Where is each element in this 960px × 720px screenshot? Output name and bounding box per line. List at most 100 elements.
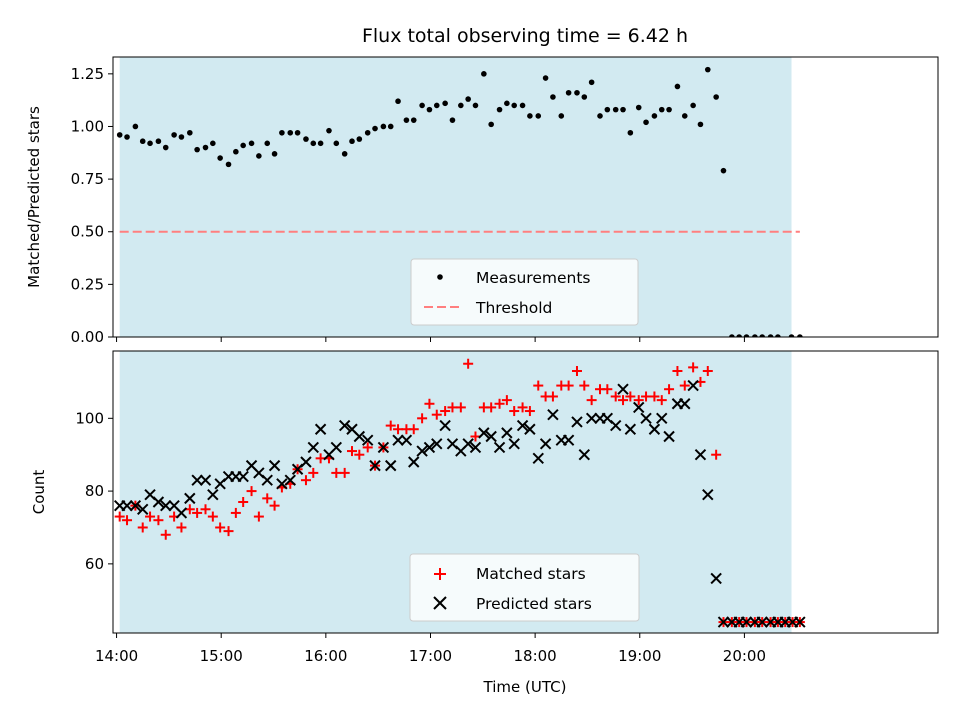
ratio-y-label: Matched/Predicted stars <box>25 106 43 288</box>
predicted-star-point <box>400 434 413 446</box>
matched-star-point <box>672 366 683 377</box>
matched-star-point <box>463 358 474 369</box>
count-x-tick-label: 14:00 <box>95 647 138 665</box>
matched-star-point <box>649 391 660 402</box>
count-legend-box <box>409 553 640 622</box>
count-x-tick-label: 17:00 <box>409 647 452 665</box>
predicted-star-point <box>268 459 281 472</box>
count-x-tick-label: 19:00 <box>618 647 661 665</box>
predicted-star-point <box>710 572 722 585</box>
measurement-point <box>729 334 735 337</box>
predicted-star-point <box>369 459 381 472</box>
predicted-star-point <box>624 423 637 435</box>
predicted-star-point <box>508 438 520 450</box>
predicted-star-point <box>516 419 529 432</box>
matched-star-point <box>579 380 590 391</box>
predicted-star-point <box>578 448 591 461</box>
measurement-point <box>248 140 255 147</box>
measurement-point <box>658 106 665 113</box>
predicted-star-point <box>609 419 622 432</box>
predicted-star-point <box>377 441 390 454</box>
measurement-point <box>797 334 803 337</box>
predicted-star-point <box>431 438 443 450</box>
measurement-point <box>643 119 649 126</box>
predicted-star-point <box>656 412 668 425</box>
predicted-star-point <box>207 489 219 501</box>
matched-star-point <box>688 362 699 373</box>
matched-star-point <box>486 402 497 413</box>
count-y-ticks: 60 80 100 <box>75 409 113 573</box>
measurement-point <box>124 134 130 140</box>
predicted-star-point <box>794 616 806 628</box>
measurement-point <box>162 144 169 151</box>
measurement-point <box>256 153 262 159</box>
predicted-star-point <box>152 496 165 508</box>
predicted-star-point <box>663 430 675 443</box>
measurement-point <box>264 140 271 147</box>
count-x-tick-label: 18:00 <box>514 647 557 665</box>
predicted-star-point <box>284 474 296 486</box>
matched-star-point <box>440 406 451 417</box>
measurement-point <box>620 106 626 113</box>
legend-label-measurements: Measurements <box>476 269 591 287</box>
measurement-point <box>294 129 301 136</box>
count-x-tick-label: 15:00 <box>200 647 243 665</box>
matched-star-point <box>408 424 419 435</box>
matched-star-point <box>618 395 629 406</box>
predicted-star-point <box>679 398 691 410</box>
matched-star-point <box>602 384 613 395</box>
count-y-tick-label: 60 <box>85 555 104 573</box>
matched-star-point <box>494 398 505 409</box>
matched-star-point <box>262 493 273 504</box>
predicted-star-point <box>640 412 652 425</box>
matched-star-point <box>114 511 125 522</box>
measurement-point <box>442 100 448 107</box>
legend-label-predicted: Predicted stars <box>476 595 592 613</box>
measurement-point <box>472 102 479 109</box>
ratio-panel: 0.00 0.25 0.50 0.75 1.00 1.25 Flux total obse… <box>25 25 939 346</box>
matched-star-point <box>230 507 241 518</box>
predicted-star-point <box>160 499 172 512</box>
measurement-point <box>171 132 177 138</box>
matched-star-point <box>679 380 690 391</box>
predicted-stars-points <box>113 379 806 628</box>
matched-star-point <box>354 449 365 460</box>
matched-star-point <box>145 511 156 522</box>
predicted-star-point <box>385 459 397 472</box>
measurement-point <box>558 113 565 119</box>
ratio-y-tick-label: 0.00 <box>71 328 104 346</box>
measurement-point <box>155 138 162 145</box>
measurement-point <box>597 113 603 119</box>
measurement-point <box>759 334 766 337</box>
measurement-point <box>403 117 410 123</box>
measurement-point <box>303 136 309 142</box>
measurement-point <box>488 121 494 128</box>
matched-star-point <box>633 395 644 406</box>
legend-label-matched: Matched stars <box>476 565 586 583</box>
predicted-star-point <box>469 441 482 454</box>
matched-star-point <box>656 395 667 406</box>
predicted-star-point <box>300 456 312 468</box>
matched-star-point <box>362 442 373 453</box>
ratio-legend: Measurements Threshold <box>410 258 639 326</box>
predicted-star-point <box>501 427 513 439</box>
measurement-point <box>767 334 774 337</box>
measurement-point <box>426 106 433 113</box>
predicted-star-point <box>121 499 133 512</box>
measurement-point <box>147 140 153 147</box>
matched-star-point <box>517 402 528 413</box>
measurement-point <box>458 102 464 109</box>
predicted-star-point <box>462 438 474 450</box>
matched-star-point <box>431 409 442 420</box>
count-x-ticks: 14:00 15:00 16:00 17:00 18:00 19:00 20:00 <box>95 633 766 665</box>
predicted-star-point <box>408 456 420 468</box>
matched-star-point <box>509 406 520 417</box>
predicted-star-point <box>199 474 212 486</box>
matched-star-point <box>571 366 582 377</box>
ratio-y-tick-label: 0.25 <box>71 275 104 293</box>
measurement-point <box>387 123 394 130</box>
matched-star-point <box>223 526 234 537</box>
measurement-point <box>612 106 619 113</box>
measurement-point <box>788 334 795 337</box>
